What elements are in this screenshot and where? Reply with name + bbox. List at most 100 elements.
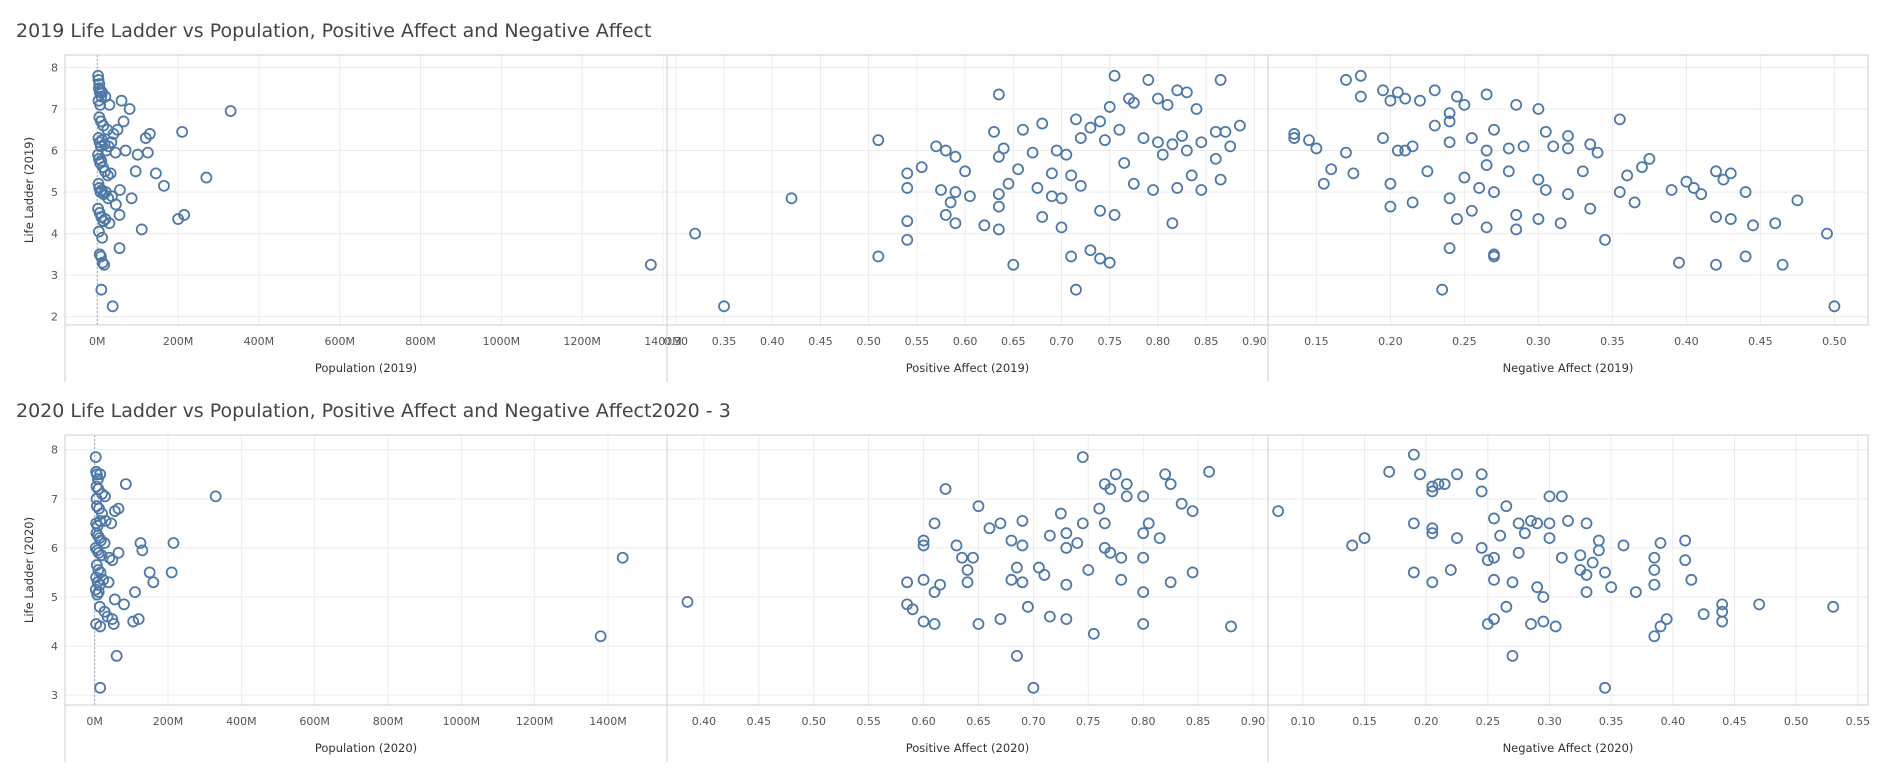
data-point[interactable] (1137, 132, 1150, 144)
data-point[interactable] (785, 192, 798, 205)
data-point[interactable] (1303, 134, 1315, 147)
data-point[interactable] (644, 258, 657, 271)
data-point[interactable] (1643, 152, 1656, 165)
data-point[interactable] (994, 613, 1007, 625)
data-point[interactable] (994, 517, 1007, 530)
data-point[interactable] (1488, 512, 1500, 525)
data-point[interactable] (95, 283, 108, 296)
data-point[interactable] (1325, 163, 1338, 176)
data-point[interactable] (1142, 74, 1155, 86)
data-point[interactable] (117, 115, 130, 128)
data-point[interactable] (1156, 148, 1169, 161)
data-point[interactable] (135, 223, 148, 236)
data-point[interactable] (1716, 615, 1729, 628)
data-point[interactable] (1451, 468, 1463, 481)
data-point[interactable] (1518, 527, 1531, 540)
data-point[interactable] (961, 564, 974, 576)
data-point[interactable] (1043, 610, 1056, 623)
data-point[interactable] (1532, 213, 1545, 225)
data-point[interactable] (1432, 478, 1445, 490)
data-point[interactable] (928, 618, 941, 630)
data-point[interactable] (1584, 202, 1597, 215)
data-point[interactable] (97, 215, 110, 228)
data-point[interactable] (1580, 569, 1593, 581)
data-point[interactable] (1084, 244, 1097, 257)
data-point[interactable] (1050, 144, 1063, 157)
data-point[interactable] (944, 196, 957, 209)
data-point[interactable] (1074, 179, 1087, 192)
data-point[interactable] (1045, 190, 1058, 203)
data-point[interactable] (1791, 194, 1804, 207)
data-point[interactable] (1739, 250, 1752, 263)
data-point[interactable] (1665, 184, 1678, 196)
data-point[interactable] (1549, 620, 1562, 633)
data-point[interactable] (98, 537, 111, 549)
data-point[interactable] (1016, 515, 1029, 527)
data-point[interactable] (1377, 132, 1389, 144)
data-point[interactable] (964, 190, 976, 203)
data-point[interactable] (1065, 250, 1078, 263)
data-point[interactable] (1094, 252, 1106, 265)
data-point[interactable] (1147, 184, 1160, 196)
data-point[interactable] (1687, 182, 1700, 194)
data-point[interactable] (1007, 258, 1020, 271)
data-point[interactable] (901, 215, 914, 228)
data-point[interactable] (1233, 119, 1246, 132)
data-point[interactable] (1060, 527, 1073, 540)
data-point[interactable] (1660, 613, 1673, 625)
data-point[interactable] (928, 586, 941, 598)
data-point[interactable] (1377, 84, 1389, 97)
data-point[interactable] (1032, 561, 1045, 574)
data-point[interactable] (1093, 502, 1106, 515)
data-point[interactable] (1164, 576, 1177, 589)
data-point[interactable] (178, 209, 191, 221)
data-point[interactable] (1055, 221, 1068, 234)
data-point[interactable] (1070, 113, 1082, 126)
data-point[interactable] (972, 618, 985, 630)
data-point[interactable] (108, 593, 121, 606)
data-point[interactable] (1465, 204, 1478, 217)
data-point[interactable] (1060, 578, 1073, 591)
data-point[interactable] (949, 150, 962, 163)
data-point[interactable] (1108, 209, 1121, 221)
data-point[interactable] (1036, 211, 1049, 223)
data-point[interactable] (105, 517, 118, 530)
data-point[interactable] (1613, 113, 1626, 126)
data-point[interactable] (594, 630, 607, 643)
data-point[interactable] (1346, 539, 1359, 552)
data-point[interactable] (1465, 132, 1478, 144)
data-point[interactable] (1180, 86, 1193, 99)
data-point[interactable] (1473, 182, 1486, 194)
data-point[interactable] (915, 161, 928, 174)
data-point[interactable] (1428, 119, 1441, 132)
data-point[interactable] (939, 209, 952, 221)
data-point[interactable] (1685, 573, 1698, 586)
data-point[interactable] (917, 539, 930, 552)
data-point[interactable] (872, 134, 885, 147)
data-point[interactable] (1724, 213, 1737, 225)
data-point[interactable] (1076, 517, 1089, 530)
data-point[interactable] (928, 517, 941, 530)
data-point[interactable] (1599, 233, 1611, 246)
data-point[interactable] (1543, 517, 1556, 530)
data-point[interactable] (1555, 551, 1568, 564)
data-point[interactable] (92, 177, 105, 190)
data-point[interactable] (1512, 546, 1525, 559)
data-point[interactable] (93, 225, 105, 238)
data-point[interactable] (143, 566, 156, 579)
data-point[interactable] (98, 258, 111, 271)
data-point[interactable] (1480, 144, 1493, 157)
data-point[interactable] (1636, 161, 1648, 174)
data-point[interactable] (1340, 74, 1352, 86)
data-point[interactable] (1045, 167, 1058, 180)
data-point[interactable] (1209, 125, 1222, 138)
data-point[interactable] (1506, 576, 1519, 589)
data-point[interactable] (1500, 600, 1513, 613)
data-point[interactable] (1648, 551, 1661, 564)
data-point[interactable] (113, 242, 126, 255)
data-point[interactable] (1108, 69, 1121, 82)
data-point[interactable] (115, 94, 128, 107)
data-point[interactable] (1648, 578, 1661, 591)
data-point[interactable] (94, 620, 107, 633)
data-point[interactable] (1621, 169, 1634, 182)
